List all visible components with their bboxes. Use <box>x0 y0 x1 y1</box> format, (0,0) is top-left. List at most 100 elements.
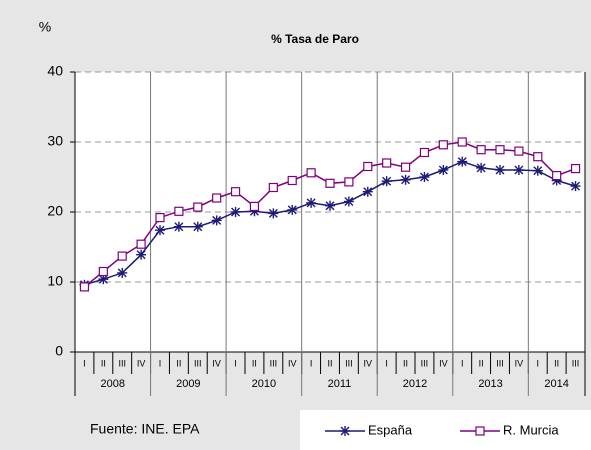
marker-stroke <box>155 225 165 235</box>
x-tick-label: I <box>159 358 162 368</box>
marker-stroke <box>419 172 429 182</box>
y-tick-label: 40 <box>47 63 63 79</box>
year-label: 2011 <box>328 378 352 390</box>
marker <box>570 164 581 174</box>
marker <box>325 178 335 188</box>
y-tick-label: 0 <box>55 343 63 359</box>
x-tick-label: III <box>194 358 202 368</box>
y-tick-label: 30 <box>47 133 63 149</box>
legend-box <box>300 410 591 450</box>
x-tick-label: IV <box>137 358 146 368</box>
marker <box>340 426 350 436</box>
marker <box>400 162 411 172</box>
year-label: 2010 <box>252 378 276 390</box>
marker-stroke <box>457 157 467 167</box>
marker <box>552 171 562 181</box>
marker <box>457 137 467 147</box>
marker <box>419 172 430 182</box>
marker <box>343 196 354 207</box>
marker <box>495 165 505 175</box>
marker-stroke <box>401 175 411 185</box>
marker <box>362 186 373 197</box>
x-tick-label: II <box>479 358 484 368</box>
x-tick-label: I <box>385 358 388 368</box>
year-label: 2013 <box>478 378 502 390</box>
marker-stroke <box>306 198 316 208</box>
marker-stroke <box>495 165 505 175</box>
marker-stroke <box>231 207 241 217</box>
x-tick-label: I <box>461 358 464 368</box>
marker <box>287 175 297 186</box>
x-tick-label: III <box>496 358 504 368</box>
marker <box>98 266 108 277</box>
marker <box>325 200 335 211</box>
marker <box>268 208 279 219</box>
marker <box>438 165 449 175</box>
x-tick-label: IV <box>515 358 524 368</box>
marker <box>570 181 581 192</box>
marker <box>382 158 392 168</box>
x-tick-label: II <box>554 358 559 368</box>
marker <box>513 165 524 175</box>
x-tick-label: II <box>101 358 106 368</box>
marker-stroke <box>382 176 392 186</box>
x-tick-label: II <box>327 358 332 368</box>
marker <box>174 206 184 216</box>
marker <box>476 162 487 173</box>
marker-stroke <box>325 201 335 211</box>
marker <box>514 146 524 156</box>
marker <box>117 267 128 278</box>
marker <box>193 202 203 212</box>
marker-stroke <box>344 197 354 206</box>
x-tick-label: III <box>270 358 278 368</box>
marker-stroke <box>438 165 448 175</box>
marker-stroke <box>174 222 184 232</box>
marker <box>211 215 222 226</box>
marker <box>495 145 505 155</box>
x-tick-label: I <box>537 358 540 368</box>
marker <box>475 426 485 436</box>
marker <box>155 225 165 236</box>
y-tick-label: 10 <box>47 273 63 289</box>
marker <box>155 213 165 223</box>
marker <box>400 174 411 185</box>
marker-stroke <box>533 166 543 176</box>
marker-stroke <box>117 268 127 278</box>
y-tick-label: 20 <box>47 203 63 219</box>
x-tick-label: IV <box>439 358 448 368</box>
marker <box>287 204 298 215</box>
legend-label: España <box>368 422 413 437</box>
x-tick-label: IV <box>288 358 297 368</box>
x-tick-label: I <box>83 358 86 368</box>
marker <box>79 282 90 292</box>
year-label: 2014 <box>544 378 568 390</box>
x-tick-label: III <box>572 358 580 368</box>
legend-label: R. Murcia <box>503 422 559 437</box>
y-axis-label: % <box>39 19 51 35</box>
x-tick-label: III <box>421 358 429 368</box>
marker-stroke <box>212 215 222 225</box>
marker-stroke <box>514 165 524 175</box>
marker <box>419 147 430 158</box>
marker <box>117 251 127 261</box>
marker <box>230 187 241 197</box>
x-tick-label: III <box>345 358 353 368</box>
marker-stroke <box>340 426 350 436</box>
marker-stroke <box>571 181 581 191</box>
marker <box>212 193 222 203</box>
x-tick-label: I <box>234 358 237 368</box>
marker <box>381 176 392 187</box>
marker <box>249 201 260 211</box>
marker-stroke <box>476 163 486 173</box>
year-label: 2008 <box>101 378 125 390</box>
marker-stroke <box>268 208 278 218</box>
marker <box>532 165 543 176</box>
marker <box>268 182 278 193</box>
marker-stroke <box>136 250 146 260</box>
chart-title: % Tasa de Paro <box>271 32 359 46</box>
x-tick-label: III <box>118 358 126 368</box>
marker <box>136 249 147 260</box>
x-tick-label: II <box>403 358 408 368</box>
marker <box>363 161 373 172</box>
